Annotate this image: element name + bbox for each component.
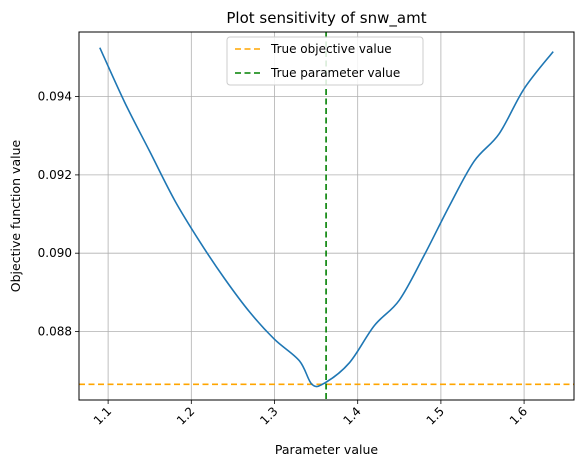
legend-label: True objective value [270,42,392,56]
y-axis-ticks: 0.088 0.090 0.092 0.094 [38,90,79,338]
y-tick-label: 0.092 [38,168,72,182]
plot-frame [78,31,575,401]
y-tick-label: 0.088 [38,324,72,338]
x-axis-label: Parameter value [275,442,378,457]
chart-title: Plot sensitivity of snw_amt [226,9,426,28]
y-tick-label: 0.094 [38,90,72,104]
series-group [99,47,554,388]
y-axis-label: Objective function value [8,139,23,292]
legend: True objective value True parameter value [226,36,424,86]
reference-lines [79,32,574,400]
objective-curve [99,47,554,388]
y-tick-label: 0.090 [38,246,72,260]
legend-label: True parameter value [270,66,400,80]
legend-box [226,36,424,86]
